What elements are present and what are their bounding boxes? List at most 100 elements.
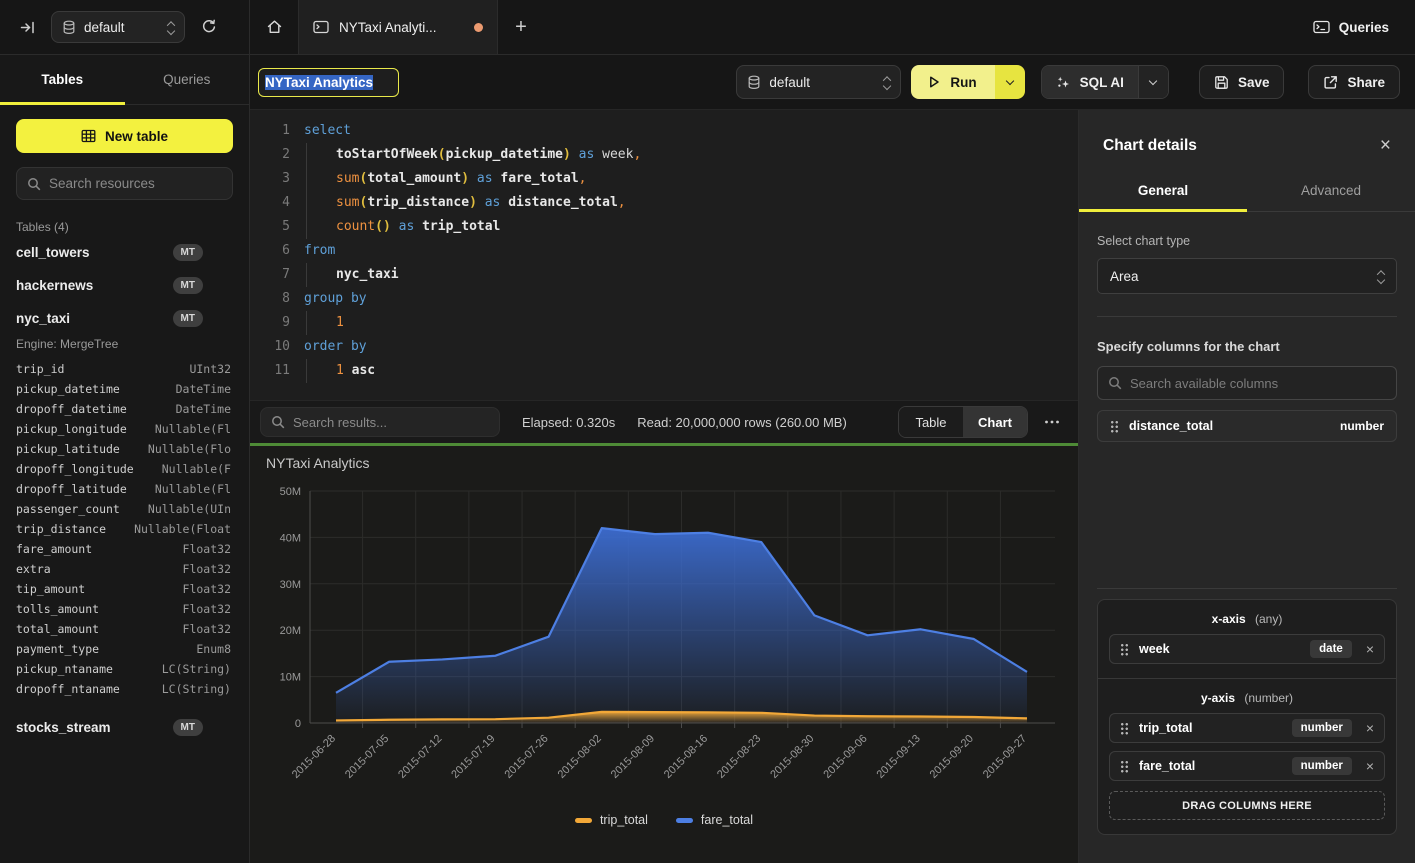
chart-type-value: Area [1110, 269, 1378, 284]
drag-columns-drop-zone[interactable]: DRAG COLUMNS HERE [1109, 791, 1385, 820]
remove-column-icon[interactable]: × [1366, 720, 1374, 736]
drag-handle-icon[interactable] [1120, 722, 1129, 735]
table-item-stocks_stream[interactable]: stocks_streamMT [16, 711, 233, 744]
query-title-input[interactable]: NYTaxi Analytics [258, 68, 399, 97]
table-name: nyc_taxi [16, 311, 173, 326]
column-row-trip_id: trip_idUInt32 [16, 359, 233, 379]
available-column-distance-total[interactable]: distance_total number [1097, 410, 1397, 442]
share-button[interactable]: Share [1308, 65, 1400, 99]
new-tab-button[interactable]: + [498, 0, 544, 54]
svg-text:2015-08-30: 2015-08-30 [768, 733, 816, 781]
database-selector[interactable]: default [51, 11, 185, 43]
column-type-badge: number [1292, 719, 1352, 737]
svg-text:2015-07-26: 2015-07-26 [502, 733, 550, 781]
column-type: Nullable(Fl [155, 422, 231, 436]
columns-search-input[interactable] [1130, 376, 1386, 391]
legend-item-trip_total[interactable]: trip_total [575, 813, 648, 827]
line-number: 7 [250, 263, 290, 287]
terminal-icon [1313, 20, 1330, 34]
home-button[interactable] [250, 0, 298, 54]
tab-general[interactable]: General [1079, 173, 1247, 211]
tab-advanced[interactable]: Advanced [1247, 173, 1415, 211]
refresh-icon[interactable] [197, 15, 221, 39]
database-icon [62, 20, 76, 35]
run-button[interactable]: Run [911, 65, 994, 99]
y-axis-column-fare-total[interactable]: fare_total number × [1109, 751, 1385, 781]
engine-badge: MT [173, 244, 203, 261]
column-name: pickup_ntaname [16, 662, 113, 676]
svg-text:2015-09-06: 2015-09-06 [821, 733, 869, 781]
y-axis-column-trip-total[interactable]: trip_total number × [1109, 713, 1385, 743]
table-item-cell_towers[interactable]: cell_towersMT [16, 236, 233, 269]
database-icon [747, 75, 761, 90]
new-table-button[interactable]: New table [16, 119, 233, 153]
drag-handle-icon[interactable] [1120, 643, 1129, 656]
column-type: Float32 [183, 622, 231, 636]
sql-ai-options-button[interactable] [1138, 66, 1168, 98]
area-chart[interactable]: 010M20M30M40M50M2015-06-282015-07-052015… [250, 446, 1078, 863]
run-database-selector[interactable]: default [736, 65, 901, 99]
tab-label: NYTaxi Analyti... [339, 20, 464, 35]
code-text: nyc_taxi [290, 263, 399, 287]
sidebar-search-input[interactable] [49, 176, 226, 191]
more-options-icon[interactable] [1040, 416, 1064, 428]
code-text: order by [290, 335, 367, 359]
column-type: Float32 [183, 562, 231, 576]
x-axis-hint: (any) [1255, 612, 1282, 626]
editor-line: 5count() as trip_total [250, 215, 1078, 239]
editor-line: 4sum(trip_distance) as distance_total, [250, 191, 1078, 215]
legend-item-fare_total[interactable]: fare_total [676, 813, 753, 827]
editor-line: 2toStartOfWeek(pickup_datetime) as week, [250, 143, 1078, 167]
x-axis-section: x-axis (any) week date × [1098, 600, 1396, 678]
column-name: fare_amount [16, 542, 92, 556]
table-item-hackernews[interactable]: hackernewsMT [16, 269, 233, 302]
column-row-passenger_count: passenger_countNullable(UIn [16, 499, 233, 519]
code-text: group by [290, 287, 367, 311]
x-axis-column-week[interactable]: week date × [1109, 634, 1385, 664]
remove-column-icon[interactable]: × [1366, 641, 1374, 657]
drag-handle-icon[interactable] [1110, 420, 1119, 433]
chart-type-select[interactable]: Area [1097, 258, 1397, 294]
remove-column-icon[interactable]: × [1366, 758, 1374, 774]
axis-configuration: x-axis (any) week date × [1097, 599, 1397, 835]
columns-search [1097, 366, 1397, 400]
panel-title: Chart details [1103, 137, 1197, 155]
run-options-button[interactable] [995, 65, 1025, 99]
table-item-nyc_taxi[interactable]: nyc_taxiMT [16, 302, 233, 335]
x-axis-label: x-axis [1212, 612, 1246, 626]
column-row-extra: extraFloat32 [16, 559, 233, 579]
column-row-trip_distance: trip_distanceNullable(Float [16, 519, 233, 539]
close-icon[interactable]: × [1380, 136, 1391, 155]
tables-list: cell_towersMThackernewsMTnyc_taxiMTEngin… [16, 236, 233, 744]
chevron-updown-icon [884, 76, 890, 89]
table-name: hackernews [16, 278, 173, 293]
line-number: 2 [250, 143, 290, 167]
view-toggle-table[interactable]: Table [899, 407, 963, 437]
view-toggle-chart[interactable]: Chart [963, 407, 1027, 437]
column-row-dropoff_latitude: dropoff_latitudeNullable(Fl [16, 479, 233, 499]
svg-text:20M: 20M [280, 625, 301, 637]
tab-nytaxi-analytics[interactable]: NYTaxi Analyti... [298, 0, 498, 54]
column-row-fare_amount: fare_amountFloat32 [16, 539, 233, 559]
database-selector-value: default [84, 20, 160, 35]
collapse-sidebar-icon[interactable] [16, 16, 39, 39]
column-row-tolls_amount: tolls_amountFloat32 [16, 599, 233, 619]
save-button[interactable]: Save [1199, 65, 1285, 99]
svg-text:2015-08-16: 2015-08-16 [662, 733, 710, 781]
sql-ai-split-button: SQL AI [1041, 65, 1169, 99]
sidebar-tab-queries[interactable]: Queries [125, 55, 250, 104]
queries-button[interactable]: Queries [1313, 20, 1389, 35]
terminal-icon [313, 20, 329, 34]
legend-label: fare_total [701, 813, 753, 827]
svg-text:2015-08-09: 2015-08-09 [609, 733, 657, 781]
sql-ai-button[interactable]: SQL AI [1042, 66, 1138, 98]
column-type: Nullable(F [162, 462, 231, 476]
sql-editor[interactable]: 1select2toStartOfWeek(pickup_datetime) a… [250, 110, 1078, 400]
engine-badge: MT [173, 719, 203, 736]
results-search-input[interactable] [293, 415, 489, 430]
line-number: 10 [250, 335, 290, 359]
svg-text:2015-06-28: 2015-06-28 [290, 733, 338, 781]
sidebar-tab-tables[interactable]: Tables [0, 55, 125, 104]
play-icon [927, 75, 941, 89]
drag-handle-icon[interactable] [1120, 760, 1129, 773]
